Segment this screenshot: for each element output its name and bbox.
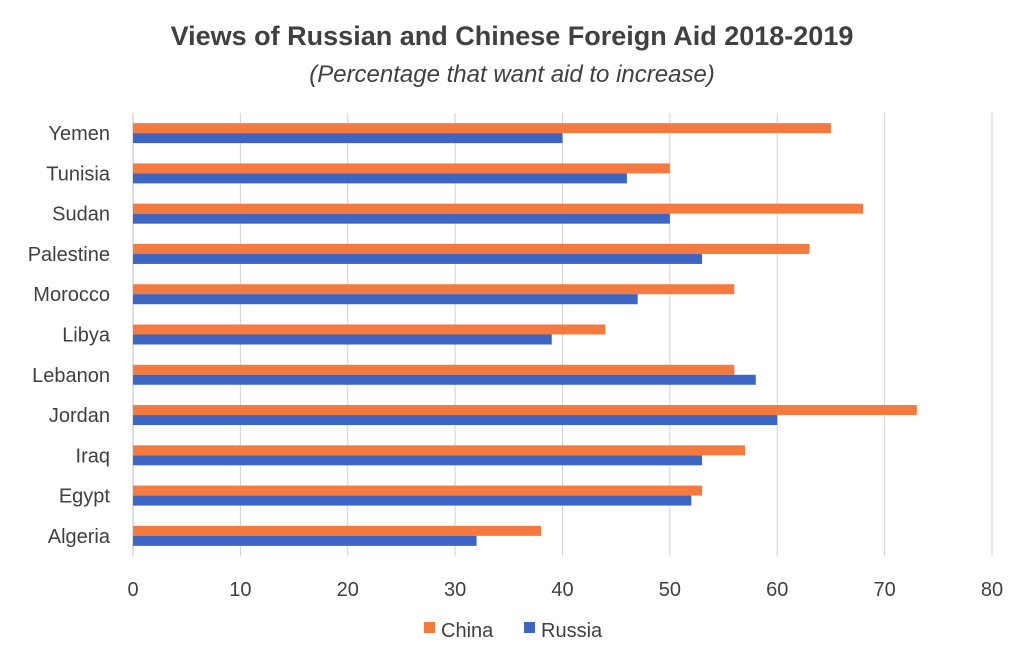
- chart-title: Views of Russian and Chinese Foreign Aid…: [171, 21, 854, 51]
- x-tick-label: 20: [337, 579, 359, 601]
- x-tick-label: 30: [444, 579, 466, 601]
- bar-china: [133, 163, 670, 174]
- category-label: Sudan: [52, 204, 110, 226]
- x-axis-tick-labels: 0 10 20 30 40 50 60 70 80: [127, 579, 1003, 601]
- bar-china: [133, 324, 606, 335]
- legend-swatch-china: [424, 622, 435, 633]
- bar-russia: [133, 133, 563, 144]
- category-label: Lebanon: [32, 365, 110, 387]
- category-label: Algeria: [48, 526, 111, 548]
- x-tick-label: 10: [229, 579, 251, 601]
- x-tick-label: 70: [874, 579, 896, 601]
- bar-china: [133, 123, 831, 134]
- bar-russia: [133, 374, 756, 385]
- chart-subtitle: (Percentage that want aid to increase): [309, 61, 715, 88]
- category-labels: Yemen Tunisia Sudan Palestine Morocco Libya Le…: [28, 123, 111, 548]
- bar-russia: [133, 294, 638, 305]
- legend: China Russia: [424, 620, 603, 642]
- bar-china: [133, 445, 746, 456]
- category-label: Egypt: [59, 486, 111, 508]
- x-tick-label: 40: [551, 579, 573, 601]
- bar-russia: [133, 173, 627, 184]
- category-label: Morocco: [33, 284, 110, 306]
- category-label: Libya: [62, 325, 111, 347]
- bar-russia: [133, 535, 477, 546]
- category-label: Iraq: [76, 445, 110, 467]
- category-label: Yemen: [48, 123, 110, 145]
- x-tick-label: 60: [766, 579, 788, 601]
- x-tick-label: 0: [127, 579, 138, 601]
- x-tick-label: 80: [981, 579, 1003, 601]
- legend-label-china: China: [441, 620, 494, 642]
- bar-china: [133, 405, 917, 416]
- bar-china: [133, 525, 542, 536]
- category-label: Palestine: [28, 244, 110, 266]
- bar-russia: [133, 213, 670, 224]
- bar-china: [133, 243, 810, 254]
- bar-china: [133, 364, 735, 375]
- legend-swatch-russia: [524, 622, 535, 633]
- x-tick-label: 50: [659, 579, 681, 601]
- bar-russia: [133, 495, 692, 506]
- category-label: Tunisia: [46, 163, 111, 185]
- bar-russia: [133, 253, 703, 264]
- legend-label-russia: Russia: [541, 620, 603, 642]
- bar-china: [133, 203, 864, 214]
- bar-russia: [133, 455, 703, 466]
- bar-russia: [133, 415, 778, 426]
- bar-china: [133, 284, 735, 295]
- bar-china: [133, 485, 703, 496]
- bars: [133, 123, 917, 546]
- category-label: Jordan: [49, 405, 110, 427]
- bar-russia: [133, 334, 552, 345]
